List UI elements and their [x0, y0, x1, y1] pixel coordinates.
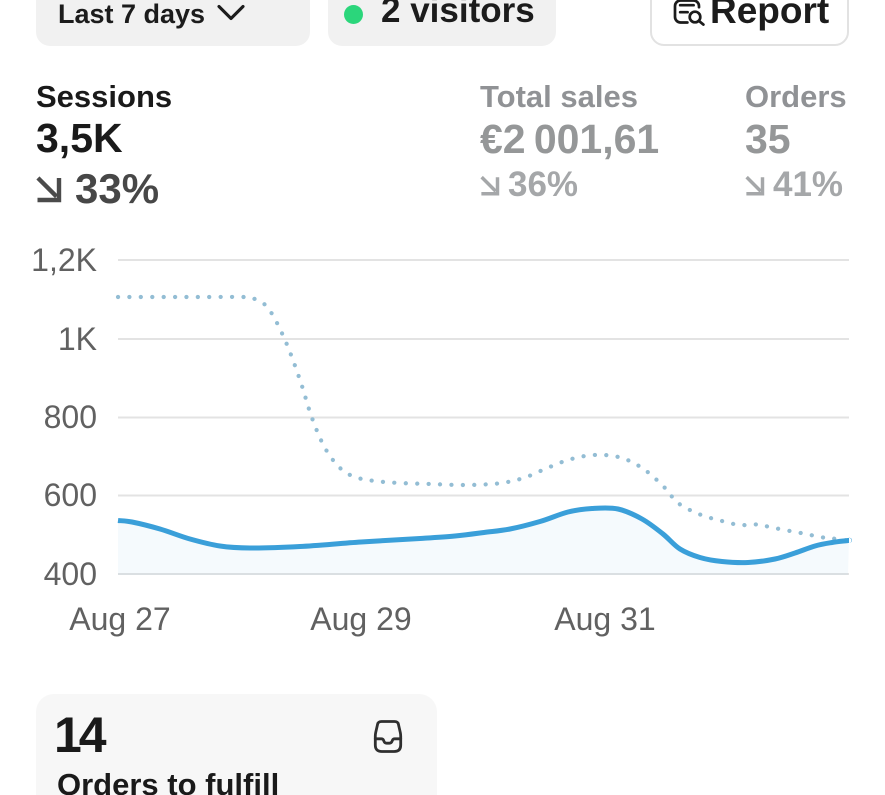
svg-text:Aug 27: Aug 27 — [69, 601, 170, 637]
svg-text:600: 600 — [44, 477, 97, 513]
svg-text:Aug 31: Aug 31 — [554, 601, 655, 637]
svg-text:800: 800 — [44, 399, 97, 435]
svg-text:Aug 29: Aug 29 — [310, 601, 411, 637]
svg-text:1,2K: 1,2K — [31, 242, 97, 278]
svg-text:400: 400 — [44, 556, 97, 592]
svg-text:1K: 1K — [58, 321, 97, 357]
